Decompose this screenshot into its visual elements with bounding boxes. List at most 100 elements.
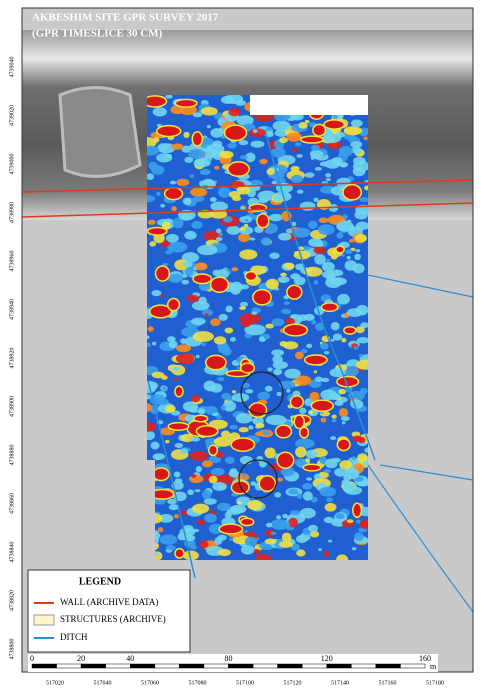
- gpr-blob: [332, 115, 338, 119]
- gpr-blob: [298, 122, 307, 129]
- gpr-blob: [244, 530, 247, 533]
- gpr-blob: [258, 198, 268, 203]
- scale-segment: [57, 664, 82, 668]
- gpr-blob: [211, 468, 225, 476]
- gpr-blob: [330, 436, 336, 440]
- gpr-blob: [257, 392, 270, 400]
- gpr-blob: [217, 503, 231, 512]
- gpr-blob: [191, 221, 202, 229]
- gpr-blob: [284, 369, 300, 379]
- gpr-blob: [284, 263, 295, 270]
- gpr-blob: [299, 408, 306, 414]
- gpr-blob: [326, 259, 330, 262]
- scale-segment: [106, 664, 131, 668]
- gpr-blob: [266, 523, 272, 528]
- gpr-blob: [273, 121, 291, 131]
- gpr-blob: [187, 489, 194, 495]
- gpr-blob: [339, 146, 353, 157]
- gpr-blob: [221, 405, 227, 410]
- gpr-blob: [207, 125, 211, 128]
- gpr-blob: [156, 398, 169, 405]
- gpr-blob: [197, 520, 206, 525]
- gpr-blob: [344, 126, 362, 135]
- gpr-blob: [297, 314, 308, 321]
- gpr-anomaly: [224, 125, 246, 140]
- gpr-blob: [272, 318, 285, 326]
- gpr-blob: [354, 347, 358, 350]
- gpr-anomaly: [148, 227, 167, 235]
- easting-label: 517160: [379, 680, 397, 686]
- gpr-blob: [314, 280, 319, 284]
- gpr-blob: [274, 492, 281, 497]
- gpr-blob: [183, 132, 189, 138]
- gpr-blob: [320, 389, 336, 400]
- gpr-blob: [355, 210, 368, 220]
- gpr-blob: [355, 234, 367, 242]
- scale-unit: m: [430, 662, 437, 671]
- gpr-blob: [152, 342, 156, 346]
- scale-label: 0: [30, 654, 34, 663]
- northing-label: 4738980: [9, 202, 15, 223]
- gpr-blob: [231, 267, 238, 271]
- northing-label: 4738920: [9, 348, 15, 369]
- gpr-blob: [354, 532, 364, 541]
- subtitle: (GPR TIMESLICE 30 CM): [32, 28, 163, 40]
- gpr-blob: [266, 415, 287, 425]
- gpr-blob: [295, 447, 307, 458]
- gpr-blob: [295, 439, 315, 449]
- gpr-anomaly: [321, 303, 337, 311]
- gpr-blob: [338, 389, 346, 394]
- gpr-blob: [272, 181, 277, 185]
- gpr-blob: [225, 305, 232, 312]
- gpr-blob: [153, 453, 166, 460]
- gpr-blob: [160, 204, 165, 208]
- gpr-blob: [356, 222, 369, 230]
- gpr-blob: [225, 457, 235, 464]
- northing-label: 4738940: [9, 299, 15, 320]
- gpr-blob: [250, 141, 264, 148]
- gpr-blob: [149, 241, 156, 247]
- gpr-blob: [321, 378, 329, 382]
- gpr-anomaly: [196, 426, 217, 437]
- gpr-blob: [276, 515, 281, 519]
- gpr-anomaly: [168, 299, 180, 311]
- gpr-blob: [352, 547, 356, 550]
- gpr-blob: [273, 195, 283, 202]
- gpr-blob: [219, 314, 228, 321]
- gpr-blob: [301, 349, 307, 354]
- gpr-anomaly: [337, 439, 350, 451]
- gpr-blob: [296, 549, 305, 556]
- gpr-blob: [339, 408, 348, 417]
- gpr-blob: [240, 302, 248, 307]
- gpr-blob: [291, 175, 303, 183]
- gpr-anomaly: [301, 136, 324, 143]
- gpr-blob: [181, 280, 189, 285]
- gpr-blob: [313, 198, 318, 202]
- gpr-blob: [281, 309, 291, 315]
- gpr-blob: [265, 386, 273, 392]
- gpr-anomaly: [194, 415, 208, 421]
- gpr-blob: [252, 419, 257, 422]
- gpr-blob: [245, 389, 253, 393]
- gpr-blob: [201, 107, 218, 116]
- gpr-blob: [290, 314, 296, 318]
- scale-segment: [400, 664, 425, 668]
- gpr-blob: [176, 353, 194, 364]
- gpr-anomaly: [209, 445, 218, 455]
- gpr-blob: [337, 279, 343, 284]
- gpr-blob: [228, 108, 240, 117]
- scale-label: 20: [77, 654, 85, 663]
- gpr-anomaly: [228, 162, 250, 176]
- gpr-blob: [278, 233, 292, 241]
- gpr-blob: [148, 326, 154, 332]
- gpr-blob: [290, 273, 300, 279]
- gpr-blob: [359, 197, 369, 202]
- gpr-blob: [151, 290, 161, 296]
- gpr-blob: [320, 161, 328, 166]
- gpr-blob: [191, 395, 201, 402]
- gpr-blob: [247, 500, 263, 510]
- legend: LEGEND WALL (ARCHIVE DATA) STRUCTURES (A…: [28, 570, 190, 652]
- gpr-blob: [202, 490, 212, 499]
- gpr-blob: [191, 437, 200, 442]
- gpr-blob: [296, 154, 302, 158]
